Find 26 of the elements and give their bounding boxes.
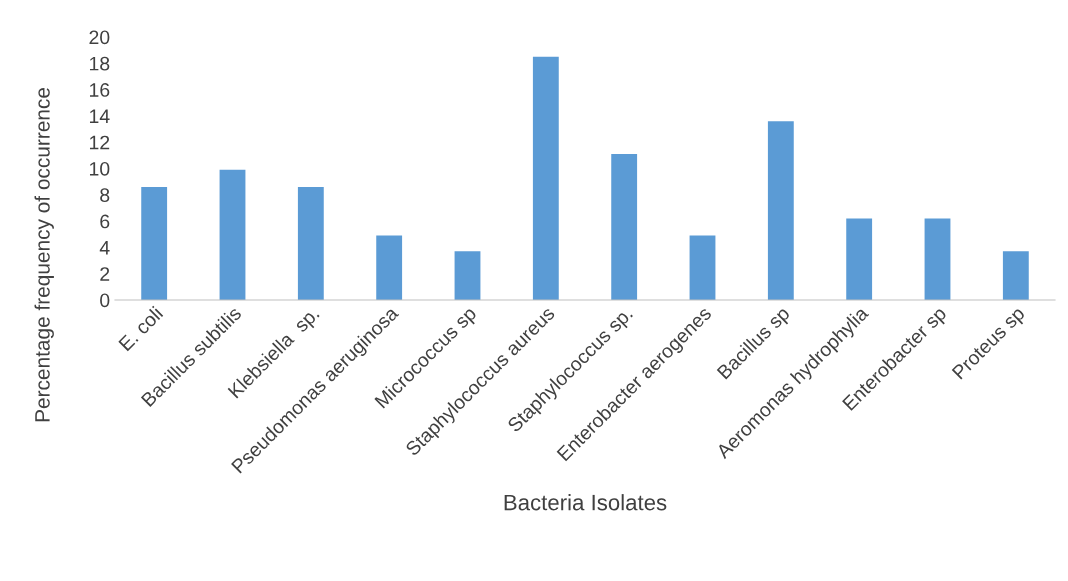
y-tick-label: 12 [90,135,110,150]
bar [141,186,168,300]
bar [611,154,638,300]
bar [1002,251,1029,300]
y-tick-label: 16 [90,83,110,97]
y-tick-label: 0 [100,293,110,308]
bar [297,186,324,300]
bar [846,218,873,300]
y-tick-label: 4 [99,241,110,255]
x-tick-label: E. coli [117,305,164,352]
bar [767,121,794,300]
y-tick-label: 8 [100,188,110,203]
y-tick-label: 2 [100,267,110,281]
y-tick-label: 6 [100,214,110,229]
y-tick-label: 14 [90,109,110,123]
x-axis-title: Bacteria Isolates [504,494,667,511]
bar [376,235,403,300]
bar [532,56,559,300]
bar [219,169,246,300]
y-tick-label: 20 [89,30,110,45]
y-tick-label: 10 [90,161,110,176]
bar [454,251,481,300]
y-tick-label: 18 [90,56,110,71]
bar [924,218,951,300]
y-axis-title: Percentage frequency of occurrence [34,87,54,422]
bar [689,235,716,300]
